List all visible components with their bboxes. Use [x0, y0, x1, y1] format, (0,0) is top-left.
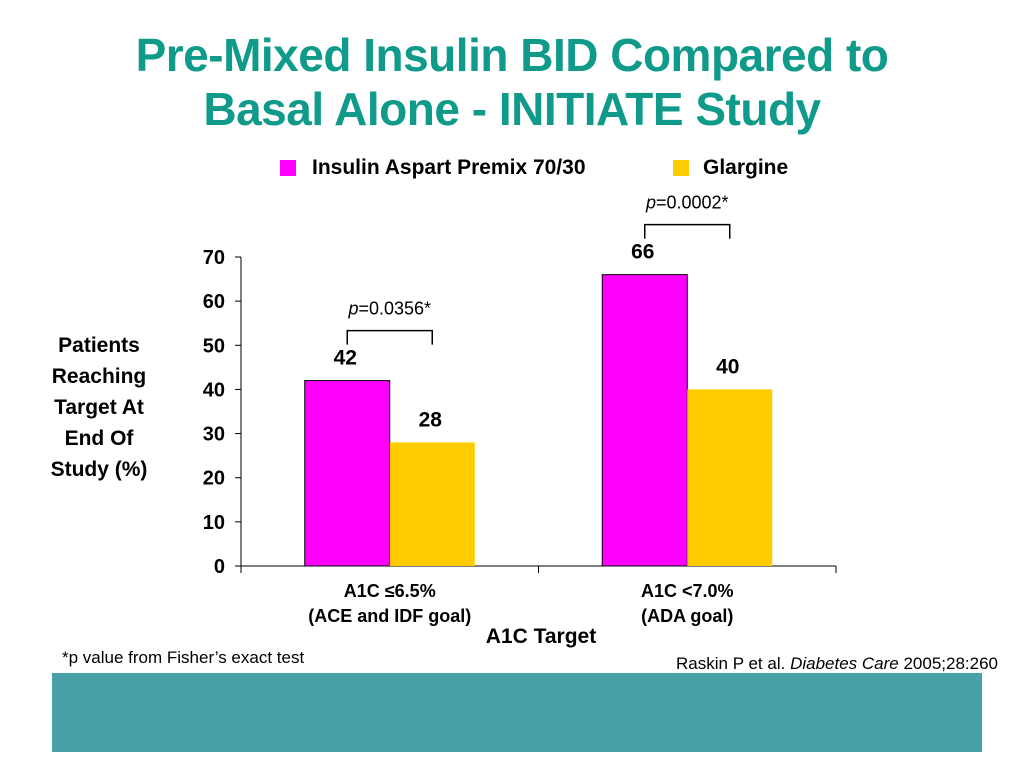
x-axis-title: A1C Target [486, 625, 596, 648]
title-line-1: Pre-Mixed Insulin BID Compared to [135, 29, 889, 81]
p-value-annotation: p=0.0002* [645, 193, 729, 213]
significance-bracket [644, 223, 731, 239]
y-axis-label-line: Study (%) [50, 458, 148, 481]
x-tick-label: (ACE and IDF goal) [308, 606, 471, 626]
citation-authors: Raskin P et al. [676, 654, 791, 673]
x-tick-label: A1C <7.0% [641, 581, 734, 601]
y-tick-label: 30 [203, 424, 225, 446]
y-axis-label-line: Reaching [51, 365, 147, 388]
legend-swatch-glargine [673, 160, 689, 176]
citation: Raskin P et al. Diabetes Care 2005;28:26… [676, 654, 998, 674]
y-tick-label: 40 [203, 379, 225, 401]
y-axis-label-line: Target At [54, 396, 144, 419]
y-tick-label: 70 [203, 247, 225, 269]
bar-data-label: 28 [419, 408, 443, 431]
legend-label-premix: Insulin Aspart Premix 70/30 [312, 156, 586, 179]
bar [304, 380, 391, 567]
footnote: *p value from Fisher’s exact test [62, 648, 305, 667]
page-title: Pre-Mixed Insulin BID Compared to Basal … [0, 28, 1024, 136]
y-axis-label-line: Patients [58, 334, 140, 357]
bar-data-label: 42 [334, 347, 357, 370]
citation-details: 2005;28:260 [898, 654, 998, 673]
title-line-2: Basal Alone - INITIATE Study [203, 83, 821, 135]
y-tick-label: 10 [203, 512, 225, 534]
citation-journal: Diabetes Care [790, 654, 899, 673]
y-tick-label: 0 [214, 556, 225, 578]
bar [687, 389, 773, 566]
legend-label-glargine: Glargine [703, 156, 789, 179]
y-tick-label: 60 [203, 291, 225, 313]
bar-data-label: 66 [631, 241, 654, 264]
footer-bar [52, 673, 982, 752]
bar [389, 442, 475, 566]
y-tick-label: 20 [203, 468, 225, 490]
legend-swatch-premix [280, 160, 296, 176]
y-axis-label-line: End Of [64, 427, 134, 450]
x-tick-label: (ADA goal) [641, 606, 733, 626]
p-value-annotation: p=0.0356* [347, 299, 431, 319]
significance-bracket [346, 329, 433, 345]
bar-data-label: 40 [716, 355, 739, 378]
y-tick-label: 50 [203, 335, 225, 357]
bar [601, 274, 688, 567]
y-axis-label: Patients Reaching Target At End Of Study… [20, 330, 178, 485]
x-tick-label: A1C ≤6.5% [344, 581, 436, 601]
